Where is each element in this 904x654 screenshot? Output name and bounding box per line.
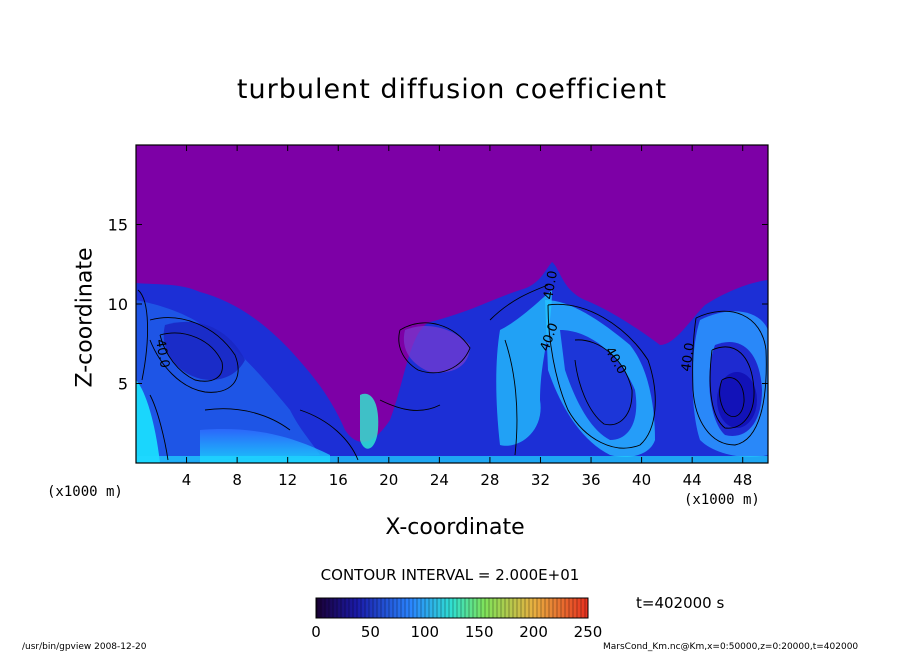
colorbar-tick-label: 50: [361, 623, 380, 641]
y-tick-label: 15: [108, 216, 128, 235]
colorbar-stripes: [316, 598, 588, 618]
x-axis-unit-right: (x1000 m): [684, 492, 760, 508]
y-axis-ticks: 5 10 15: [108, 216, 768, 394]
colorbar-tick-label: 0: [311, 623, 321, 641]
y-tick-label: 5: [118, 375, 128, 394]
y-tick-label: 10: [108, 295, 128, 314]
x-tick-label: 32: [531, 471, 550, 489]
contour-label: 40.0: [541, 270, 561, 301]
colorbar-frame: [315, 597, 589, 619]
time-label: t=402000 s: [636, 594, 725, 612]
x-tick-label: 20: [379, 471, 398, 489]
colorbar-tick-label: 150: [465, 623, 494, 641]
x-tick-label: 4: [182, 471, 192, 489]
x-tick-label: 16: [329, 471, 348, 489]
contour-lines: [137, 284, 767, 461]
colorbar-tick-label: 200: [519, 623, 548, 641]
contour-label: 40.0: [679, 342, 698, 373]
y-axis-label: Z-coordinate: [72, 247, 98, 388]
turbulent-regions: [136, 262, 768, 463]
x-tick-label: 48: [733, 471, 752, 489]
x-axis-unit-left: (x1000 m): [47, 484, 123, 500]
x-tick-label: 24: [430, 471, 449, 489]
colorbar-tick-label: 250: [574, 623, 603, 641]
footer-right: MarsCond_Km.nc@Km,x=0:50000,z=0:20000,t=…: [603, 642, 859, 652]
x-tick-label: 12: [278, 471, 297, 489]
contour-interval: CONTOUR INTERVAL = 2.000E+01: [320, 566, 580, 584]
contour-label: 40.0: [152, 338, 172, 369]
x-tick-label: 8: [232, 471, 242, 489]
footer-left: /usr/bin/gpview 2008-12-20: [22, 642, 147, 652]
x-tick-label: 36: [581, 471, 600, 489]
chart-title: turbulent diffusion coefficient: [236, 74, 668, 105]
x-axis-label: X-coordinate: [385, 515, 525, 540]
colorbar-tick-label: 100: [410, 623, 439, 641]
x-tick-label: 40: [632, 471, 651, 489]
x-tick-label: 44: [683, 471, 702, 489]
x-tick-label: 28: [480, 471, 499, 489]
x-axis-ticks: 4 8 12 16 20 24 28 32 36 40 44 48: [182, 145, 752, 489]
colorbar-ticks: 0 50 100 150 200 250: [311, 623, 602, 641]
